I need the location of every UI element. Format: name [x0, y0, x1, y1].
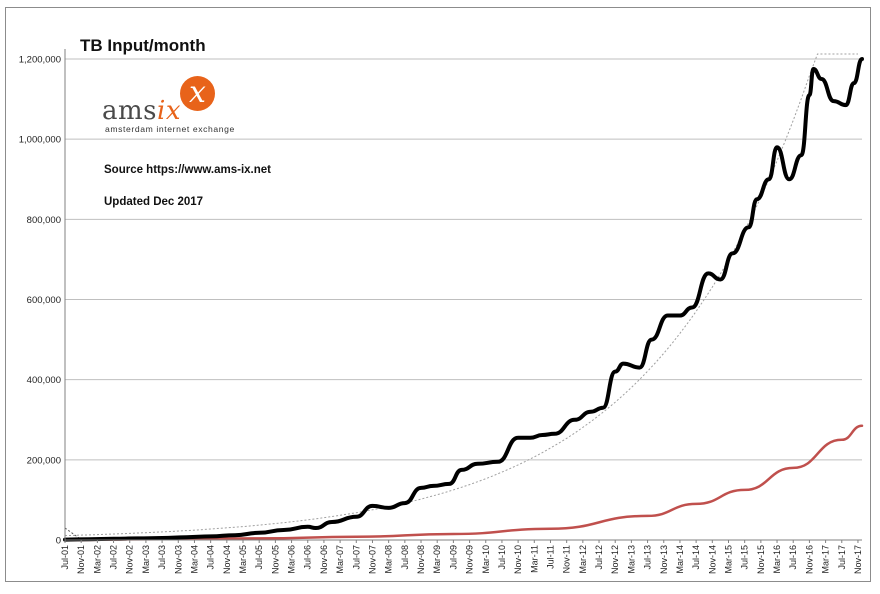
x-tick-label: Mar-02: [92, 545, 102, 574]
amsix-logo: amsix x amsterdam internet exchange: [102, 74, 252, 136]
y-tick-label: 200,000: [27, 455, 61, 466]
x-tick-label: Mar-17: [821, 545, 831, 574]
y-tick-label: 1,200,000: [19, 55, 61, 66]
series-lines: [63, 57, 864, 542]
x-tick-label: Nov-08: [416, 545, 426, 574]
x-tick-label: Jul-13: [643, 545, 653, 570]
y-tick-label: 400,000: [27, 375, 61, 386]
series-line-main: [63, 57, 864, 542]
x-tick-label: Mar-15: [723, 545, 733, 574]
y-tick-label: 0: [56, 536, 61, 547]
x-tick-label: Jul-12: [594, 545, 604, 570]
gridlines: [65, 58, 862, 461]
x-tick-label: Nov-07: [367, 545, 377, 574]
x-tick-label: Jul-15: [740, 545, 750, 570]
x-tick-label: Mar-04: [189, 545, 199, 574]
x-tick-label: Mar-07: [335, 545, 345, 574]
x-tick-label: Mar-11: [529, 545, 539, 573]
trend-line: [64, 53, 858, 539]
x-tick-label: Nov-09: [465, 545, 475, 574]
x-tick-label: Nov-10: [513, 545, 523, 574]
line-chart: 0 200,000 400,000 600,000 800,000 1,000,000 1,…: [19, 49, 864, 574]
y-tick-label: 1,000,000: [19, 135, 61, 146]
x-tick-label: Nov-12: [610, 545, 620, 574]
series-line-secondary: [63, 424, 864, 542]
x-tick-label: Mar-06: [287, 545, 297, 574]
x-tick-label: Jul-11: [545, 545, 555, 569]
x-tick-label: Nov-04: [222, 545, 232, 574]
x-tick-label: Jul-02: [109, 545, 119, 570]
chart-title: TB Input/month: [80, 36, 206, 55]
x-tick-label: Mar-12: [578, 545, 588, 574]
x-tick-label: Jul-16: [788, 545, 798, 570]
x-tick-label: Nov-02: [125, 545, 135, 574]
x-tick-label: Nov-11: [562, 545, 572, 573]
x-tick-label: Nov-05: [270, 545, 280, 574]
source-note: Source https://www.ams-ix.net: [104, 164, 271, 176]
x-tick-label: Nov-14: [707, 545, 717, 574]
x-tick-label: Nov-01: [76, 545, 86, 574]
trend-line-path: [64, 53, 858, 537]
x-tick-label: Jul-01: [60, 545, 70, 570]
x-tick-label: Jul-17: [837, 545, 847, 570]
trend-line-start: [64, 527, 80, 539]
chart-frame: 0 200,000 400,000 600,000 800,000 1,000,000 1,…: [5, 7, 871, 582]
x-tick-label: Jul-04: [206, 545, 216, 570]
x-tick-label: Jul-09: [448, 545, 458, 570]
x-tick-label: Mar-13: [626, 545, 636, 574]
x-tick-label: Nov-13: [659, 545, 669, 574]
x-tick-label: Nov-16: [804, 545, 814, 574]
x-tick-label: Mar-16: [772, 545, 782, 574]
logo-x-icon: x: [180, 76, 215, 111]
x-tick-label: Mar-05: [238, 545, 248, 574]
x-tick-label: Mar-08: [384, 545, 394, 574]
x-tick-label: Jul-06: [303, 545, 313, 570]
x-tick-label: Nov-15: [756, 545, 766, 574]
x-tick-label: Jul-14: [691, 545, 701, 570]
x-tick-labels: Jul-01 Nov-01 Mar-02 Jul-02 Nov-02 Mar-03 Jul-…: [60, 540, 863, 574]
x-tick-label: Nov-17: [853, 545, 863, 574]
x-tick-label: Mar-10: [481, 545, 491, 574]
logo-wordmark: amsix: [102, 96, 181, 126]
x-tick-label: Mar-14: [675, 545, 685, 574]
x-tick-label: Nov-03: [173, 545, 183, 574]
x-tick-label: Jul-10: [497, 545, 507, 570]
x-tick-label: Jul-05: [254, 545, 264, 570]
y-tick-label: 800,000: [27, 215, 61, 226]
updated-note: Updated Dec 2017: [104, 196, 204, 208]
x-tick-label: Mar-03: [141, 545, 151, 574]
x-tick-label: Jul-03: [157, 545, 167, 570]
y-tick-labels: 0 200,000 400,000 600,000 800,000 1,000,000 1,…: [19, 55, 61, 547]
x-tick-label: Mar-09: [432, 545, 442, 574]
y-tick-label: 600,000: [27, 295, 61, 306]
x-tick-label: Jul-07: [351, 545, 361, 570]
x-tick-label: Nov-06: [319, 545, 329, 574]
logo-tagline: amsterdam internet exchange: [105, 124, 235, 134]
axes: [64, 49, 862, 541]
x-tick-label: Jul-08: [400, 545, 410, 570]
